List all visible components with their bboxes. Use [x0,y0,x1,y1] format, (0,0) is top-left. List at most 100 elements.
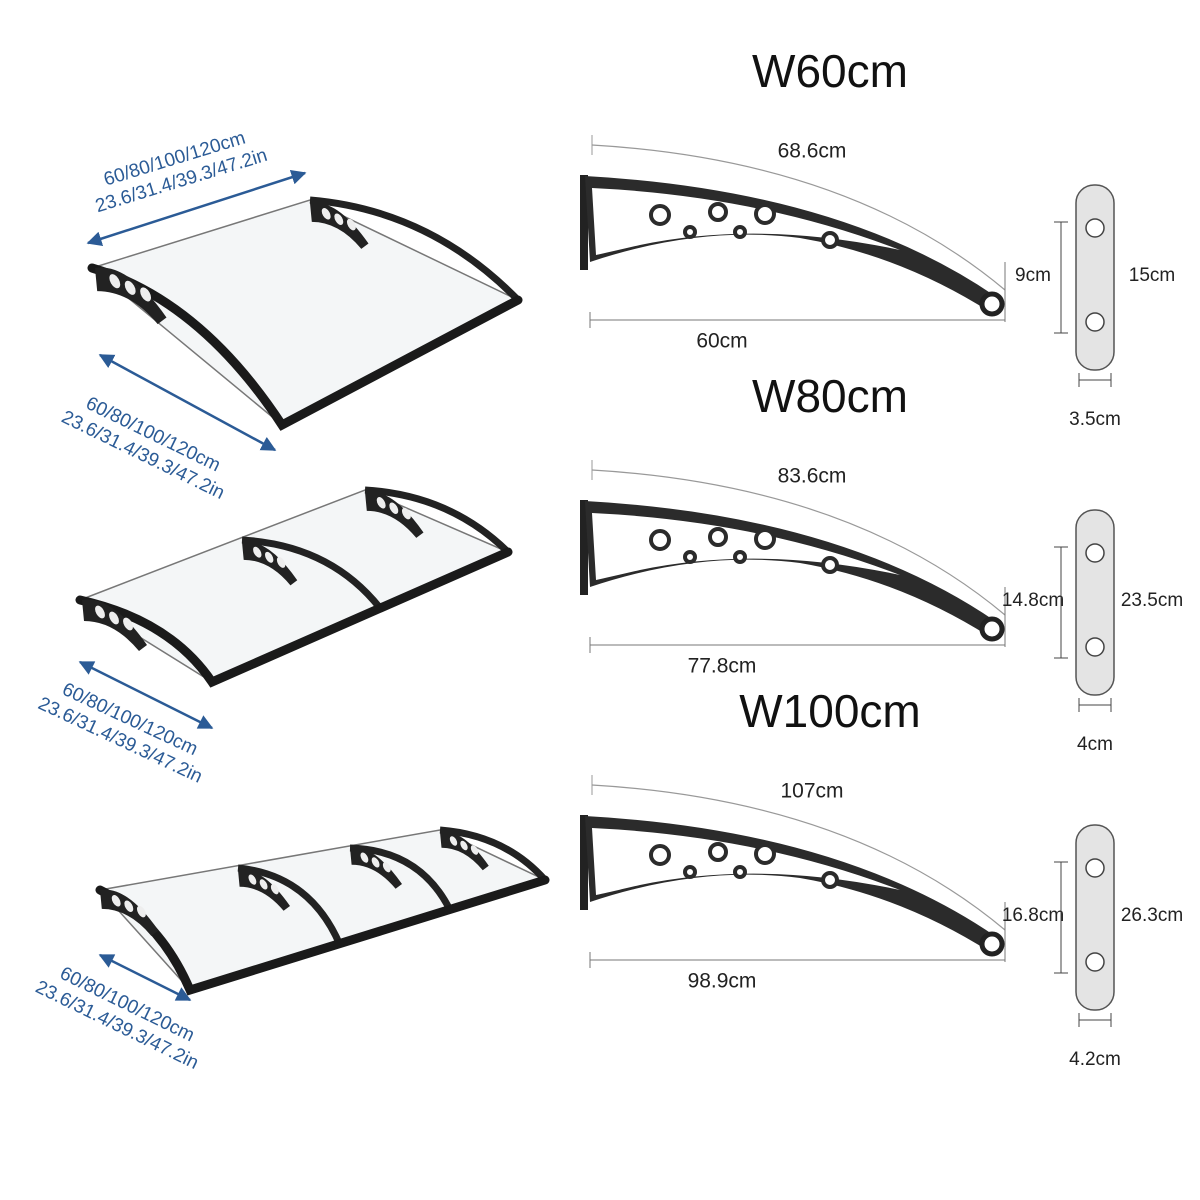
mounting-plate [1075,824,1115,1011]
mounting-plate [1075,509,1115,696]
bracket-cutout [259,879,268,890]
bracket-hole [821,556,839,574]
wall-plate [580,175,588,270]
bracket-cutout [124,280,136,295]
plate-hole [1085,218,1105,238]
bracket-cutout [109,611,119,625]
plate-width-label: 3.5cm [1069,409,1121,430]
bracket-inner [592,828,900,895]
plate-height-label: 26.3cm [1121,905,1183,926]
bracket-spec-2: W80cm 83.6cm 14.8cm 77.8cm 23.5cm 4cm [580,370,1183,755]
plate-hole [1085,858,1105,878]
plate-height-label: 23.5cm [1121,590,1183,611]
bracket-cutout [321,208,331,220]
length-label: 60cm [696,330,747,353]
height-label: 9cm [1015,265,1051,286]
polycarbonate-panel [78,489,510,683]
bracket-cutout [382,862,391,873]
bracket-cutout [124,900,134,912]
canopy-1 [87,196,523,431]
bracket-hole [708,202,728,222]
arc-dimension-line [591,144,1006,291]
rib [364,486,511,555]
bracket-hole [683,225,697,239]
bracket-inner [592,513,900,580]
arc-dimension-line [591,784,1006,931]
bracket-cutout [376,497,386,509]
bracket-hole [821,871,839,889]
bracket-cutout [136,905,146,918]
bracket-spec-3: W100cm 107cm 16.8cm 98.9cm 26.3cm 4.2cm [580,685,1183,1070]
bracket-cutout [270,884,279,895]
arc-dimension-line [591,469,1006,616]
bracket-hole [733,865,747,879]
canopy-2 [75,486,513,688]
bracket-inner [592,188,900,255]
arc-length-label: 68.6cm [778,140,847,163]
size-title: W100cm [739,685,920,737]
bracket-cutout [111,895,121,907]
wall-plate [580,500,588,595]
mounting-plate [1075,184,1115,371]
arc-length-label: 107cm [780,780,843,803]
plate-height-label: 15cm [1129,265,1175,286]
bracket-spec-1: W60cm 68.6cm 9cm 60cm 15cm 3.5cm [580,45,1175,430]
bracket-cutout [109,274,121,289]
height-label: 16.8cm [1002,905,1064,926]
bracket-cutout [265,551,274,563]
bracket-cutout [360,852,369,863]
bracket-eye [979,291,1005,317]
bracket-cutout [253,546,262,558]
bracket-hole [683,550,697,564]
bracket-hole [754,528,776,550]
bracket-cutout [123,617,133,631]
size-title: W60cm [752,45,908,97]
bracket-cutout [140,287,152,302]
bracket-cutout [449,836,458,846]
bracket-cutout [389,502,399,514]
bracket-hole [754,203,776,225]
plate-hole [1085,952,1105,972]
bracket-cutout [95,605,105,619]
rib [241,536,383,611]
rib [439,826,548,883]
dimension-arrow [86,170,307,246]
bracket-hole [733,550,747,564]
wall-plate [580,815,588,910]
dimension-arrow [78,660,214,730]
bracket-cutout [334,213,344,225]
bracket-hole [821,231,839,249]
plate-hole [1085,312,1105,332]
bracket-hole [708,527,728,547]
plate-hole [1085,543,1105,563]
bracket-hole [649,529,671,551]
arc-length-label: 83.6cm [778,465,847,488]
dimension-arrow [98,953,192,1002]
bracket-cutout [371,857,380,868]
bracket-hole [649,844,671,866]
bracket-hole [708,842,728,862]
bracket-cutout [401,507,411,520]
dimension-arrow [98,353,277,452]
bracket-hole [683,865,697,879]
rib [237,864,344,947]
size-title: W80cm [752,370,908,422]
plate-width-label: 4.2cm [1069,1049,1121,1070]
bracket-hole [649,204,671,226]
bracket-hole [754,843,776,865]
bracket-cutout [470,845,479,855]
bracket-cutout [346,218,356,231]
canopy-3 [95,826,550,996]
bracket-cutout [248,874,257,885]
length-label: 77.8cm [688,655,757,678]
height-label: 14.8cm [1002,590,1064,611]
rib [309,196,521,303]
bracket-eye [979,931,1005,957]
length-label: 98.9cm [688,970,757,993]
bracket-hole [733,225,747,239]
bracket-cutout [276,556,286,568]
rib [349,844,454,912]
